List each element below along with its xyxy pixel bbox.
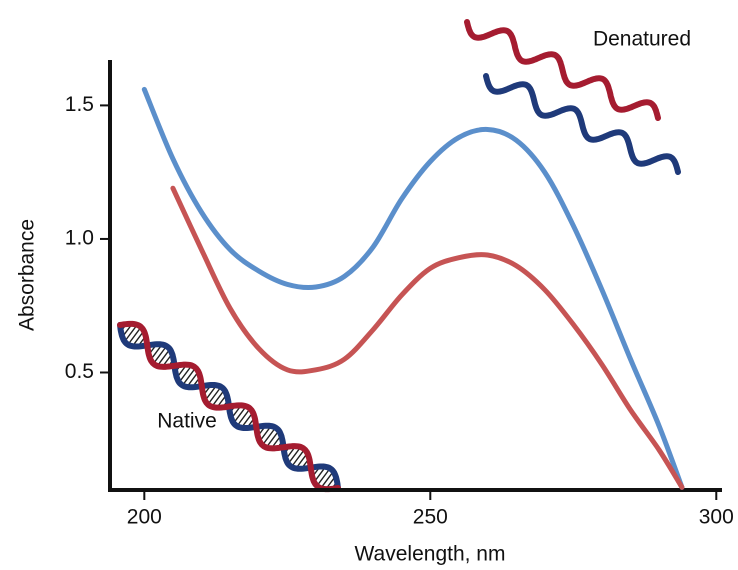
x-tick-label: 300 <box>699 506 734 529</box>
y-tick-label: 0.5 <box>65 360 94 383</box>
rung <box>320 471 334 489</box>
x-tick-label: 200 <box>127 506 162 529</box>
rung <box>207 386 222 405</box>
data-line <box>141 86 685 490</box>
rung <box>236 408 251 427</box>
data-line <box>170 185 685 490</box>
annotation: Denatured <box>593 28 691 51</box>
rung <box>124 324 138 342</box>
strand <box>117 320 341 493</box>
decorations <box>117 19 681 493</box>
y-tick-label: 1.5 <box>65 93 94 116</box>
annotation: Native <box>157 410 217 433</box>
x-tick-label: 250 <box>413 506 448 529</box>
rung <box>127 326 142 346</box>
x-axis-title: Wavelength, nm <box>355 543 506 566</box>
rung <box>152 345 168 365</box>
rung <box>261 427 277 446</box>
y-axis-title: Absorbance <box>16 219 39 331</box>
strand <box>464 19 661 121</box>
rung <box>156 348 171 367</box>
rung <box>233 405 247 424</box>
rung <box>178 365 193 383</box>
strand <box>483 73 681 175</box>
rung <box>265 430 280 448</box>
y-tick-label: 1.0 <box>65 226 94 249</box>
rung <box>211 389 225 408</box>
rung <box>316 467 331 487</box>
rung <box>290 448 306 468</box>
rung <box>181 367 197 386</box>
rung <box>287 446 302 465</box>
